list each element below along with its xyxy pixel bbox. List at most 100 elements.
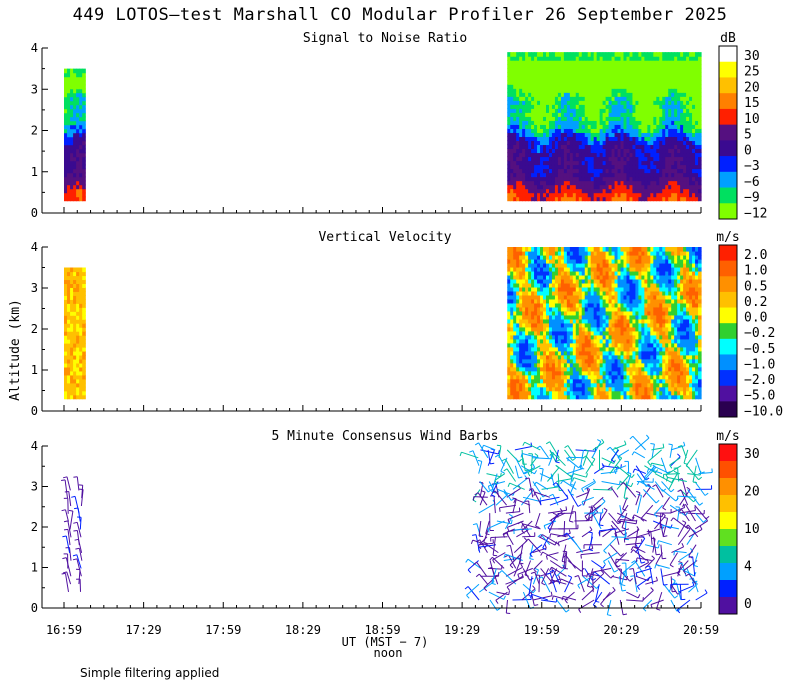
- heatmap-cell: [578, 148, 583, 154]
- heatmap-cell: [537, 64, 541, 69]
- heatmap-cell: [668, 60, 672, 65]
- heatmap-cell: [644, 270, 648, 276]
- heatmap-cell: [537, 140, 541, 146]
- heatmap-cell: [623, 262, 628, 268]
- heatmap-cell: [653, 330, 657, 336]
- heatmap-cell: [656, 326, 660, 332]
- heatmap-cell: [581, 56, 586, 61]
- heatmap-cell: [629, 52, 634, 57]
- heatmap-cell: [668, 68, 672, 73]
- heatmap-cell: [534, 346, 538, 352]
- heatmap-cell: [617, 250, 622, 256]
- heatmap-cell: [566, 96, 571, 101]
- heatmap-cell: [575, 120, 580, 125]
- heatmap-cell: [668, 168, 672, 174]
- heatmap-cell: [647, 278, 651, 284]
- heatmap-cell: [510, 274, 514, 280]
- heatmap-cell: [510, 282, 514, 288]
- heatmap-cell: [76, 362, 80, 368]
- heatmap-cell: [546, 136, 550, 142]
- heatmap-cell: [644, 100, 648, 105]
- heatmap-cell: [626, 262, 631, 268]
- heatmap-cell: [560, 132, 565, 138]
- heatmap-cell: [584, 80, 589, 85]
- heatmap-cell: [543, 180, 547, 186]
- heatmap-cell: [575, 330, 580, 336]
- heatmap-cell: [614, 144, 619, 150]
- heatmap-cell: [599, 152, 604, 158]
- heatmap-cell: [605, 148, 610, 154]
- heatmap-cell: [587, 84, 592, 89]
- heatmap-cell: [632, 120, 637, 125]
- heatmap-cell: [560, 76, 565, 81]
- heatmap-cell: [644, 322, 648, 328]
- heatmap-cell: [554, 382, 559, 388]
- heatmap-cell: [67, 180, 71, 186]
- heatmap-cell: [665, 72, 669, 77]
- heatmap-cell: [605, 60, 610, 65]
- heatmap-cell: [599, 306, 604, 312]
- heatmap-cell: [546, 346, 550, 352]
- heatmap-cell: [540, 124, 544, 129]
- heatmap-cell: [680, 160, 684, 166]
- heatmap-cell: [572, 306, 577, 312]
- heatmap-cell: [557, 104, 562, 109]
- heatmap-cell: [64, 160, 68, 166]
- heatmap-cell: [596, 362, 601, 368]
- heatmap-cell: [665, 168, 669, 174]
- heatmap-cell: [599, 80, 604, 85]
- heatmap-cell: [507, 286, 511, 292]
- heatmap-cell: [560, 72, 565, 77]
- heatmap-cell: [605, 370, 610, 376]
- heatmap-cell: [674, 168, 678, 174]
- heatmap-cell: [546, 120, 550, 125]
- heatmap-cell: [623, 164, 628, 170]
- heatmap-cell: [665, 322, 669, 328]
- heatmap-cell: [551, 314, 556, 320]
- heatmap-cell: [608, 116, 613, 121]
- heatmap-cell: [534, 88, 538, 93]
- heatmap-cell: [546, 382, 550, 388]
- heatmap-cell: [596, 104, 601, 109]
- heatmap-cell: [519, 180, 523, 186]
- heatmap-cell: [638, 358, 642, 364]
- heatmap-cell: [516, 80, 520, 85]
- heatmap-cell: [599, 192, 604, 198]
- heatmap-cell: [638, 56, 642, 61]
- heatmap-cell: [534, 370, 538, 376]
- heatmap-cell: [525, 322, 529, 328]
- heatmap-cell: [67, 307, 71, 312]
- heatmap-cell: [632, 294, 637, 300]
- heatmap-cell: [507, 52, 511, 57]
- heatmap-cell: [546, 310, 550, 316]
- heatmap-cell: [575, 318, 580, 324]
- heatmap-cell: [67, 112, 71, 118]
- heatmap-cell: [67, 347, 71, 352]
- heatmap-cell: [540, 88, 544, 93]
- heatmap-cell: [516, 180, 520, 186]
- heatmap-cell: [689, 96, 693, 101]
- heatmap-cell: [602, 322, 607, 328]
- heatmap-cell: [614, 294, 619, 300]
- heatmap-cell: [641, 156, 645, 162]
- heatmap-cell: [531, 176, 535, 182]
- heatmap-cell: [614, 196, 619, 202]
- heatmap-cell: [608, 196, 613, 202]
- heatmap-cell: [626, 286, 631, 292]
- heatmap-cell: [665, 192, 669, 198]
- heatmap-cell: [587, 266, 592, 272]
- heatmap-cell: [629, 374, 634, 380]
- heatmap-cell: [659, 60, 663, 65]
- heatmap-cell: [623, 286, 628, 292]
- heatmap-cell: [650, 274, 654, 280]
- heatmap-cell: [79, 299, 83, 304]
- heatmap-cell: [638, 60, 642, 65]
- heatmap-cell: [683, 84, 687, 89]
- heatmap-cell: [519, 108, 523, 113]
- heatmap-cell: [584, 88, 589, 93]
- heatmap-cell: [546, 362, 550, 368]
- heatmap-cell: [551, 274, 556, 280]
- heatmap-cell: [560, 374, 565, 380]
- heatmap-cell: [608, 176, 613, 182]
- heatmap-cell: [543, 370, 547, 376]
